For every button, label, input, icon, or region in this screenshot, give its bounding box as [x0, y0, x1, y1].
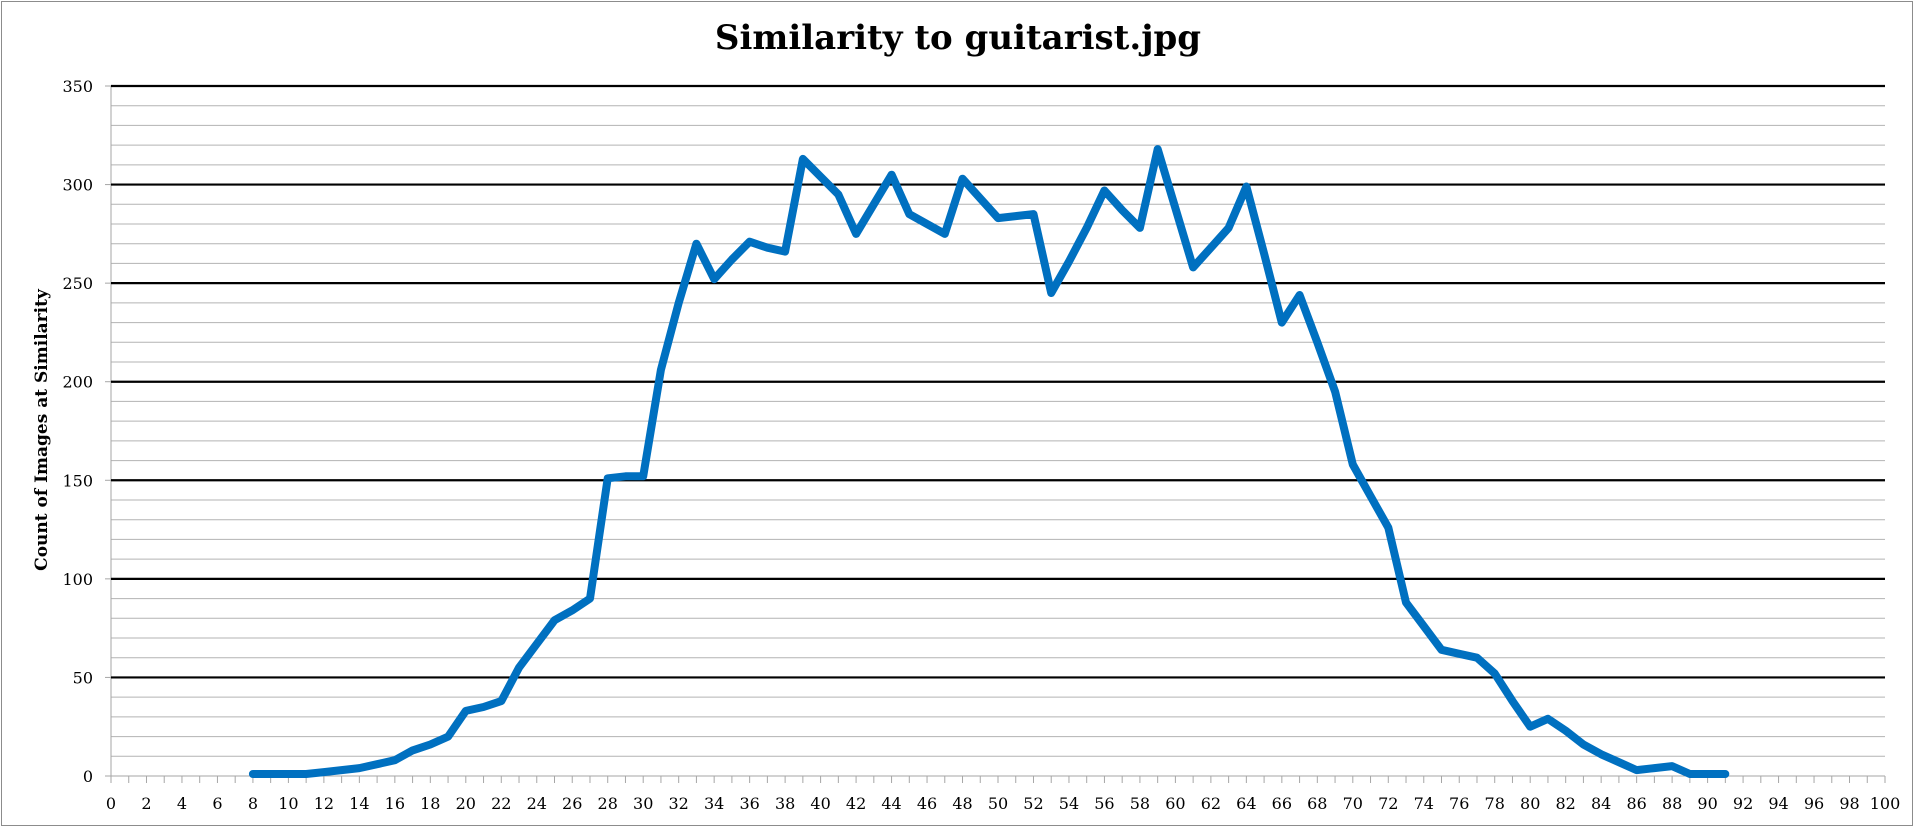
x-tick-label: 16: [385, 794, 405, 813]
x-tick-label: 32: [669, 794, 689, 813]
y-tick-label: 50: [73, 668, 93, 687]
x-tick-label: 6: [212, 794, 222, 813]
x-tick-label: 46: [917, 794, 937, 813]
x-tick-label: 84: [1591, 794, 1611, 813]
x-tick-label: 42: [846, 794, 866, 813]
x-tick-label: 36: [739, 794, 759, 813]
x-tick-label: 20: [456, 794, 476, 813]
x-tick-label: 86: [1626, 794, 1646, 813]
x-tick-label: 70: [1343, 794, 1363, 813]
x-tick-label: 50: [988, 794, 1008, 813]
x-tick-label: 64: [1236, 794, 1256, 813]
x-tick-label: 10: [278, 794, 298, 813]
x-tick-label: 40: [810, 794, 830, 813]
x-tick-label: 54: [1059, 794, 1079, 813]
x-tick-label: 100: [1870, 794, 1901, 813]
x-tick-label: 60: [1165, 794, 1185, 813]
x-tick-label: 12: [314, 794, 334, 813]
x-tick-label: 72: [1378, 794, 1398, 813]
y-tick-label: 100: [62, 570, 93, 589]
x-tick-label: 96: [1804, 794, 1824, 813]
y-tick-label: 200: [62, 373, 93, 392]
x-tick-label: 76: [1449, 794, 1469, 813]
chart-title: Similarity to guitarist.jpg: [714, 18, 1202, 58]
y-tick-label: 350: [62, 77, 93, 96]
x-tick-label: 44: [881, 794, 901, 813]
x-tick-label: 68: [1307, 794, 1327, 813]
x-tick-label: 30: [633, 794, 653, 813]
x-tick-label: 4: [177, 794, 187, 813]
x-tick-label: 8: [248, 794, 258, 813]
x-tick-label: 26: [562, 794, 582, 813]
x-tick-label: 62: [1201, 794, 1221, 813]
y-tick-label: 150: [62, 471, 93, 490]
x-tick-label: 58: [1130, 794, 1150, 813]
y-tick-label: 300: [62, 176, 93, 195]
x-tick-label: 2: [141, 794, 151, 813]
x-tick-label: 78: [1485, 794, 1505, 813]
x-tick-label: 98: [1839, 794, 1859, 813]
y-tick-label: 250: [62, 274, 93, 293]
x-tick-label: 34: [704, 794, 724, 813]
x-tick-label: 48: [952, 794, 972, 813]
x-tick-label: 90: [1697, 794, 1717, 813]
x-tick-label: 14: [349, 794, 369, 813]
x-tick-label: 74: [1414, 794, 1434, 813]
series-line: [248, 145, 1730, 778]
y-tick-label: 0: [83, 767, 93, 786]
x-tick-label: 56: [1094, 794, 1114, 813]
x-tick-label: 24: [527, 794, 547, 813]
x-tick-label: 80: [1520, 794, 1540, 813]
x-tick-label: 94: [1768, 794, 1788, 813]
x-tick-label: 38: [775, 794, 795, 813]
x-tick-label: 92: [1733, 794, 1753, 813]
x-tick-label: 28: [598, 794, 618, 813]
x-tick-label: 82: [1556, 794, 1576, 813]
x-tick-label: 0: [106, 794, 116, 813]
x-tick-label: 88: [1662, 794, 1682, 813]
x-tick-label: 66: [1272, 794, 1292, 813]
x-tick-label: 22: [491, 794, 511, 813]
x-tick-label: 18: [420, 794, 440, 813]
x-tick-label: 52: [1023, 794, 1043, 813]
